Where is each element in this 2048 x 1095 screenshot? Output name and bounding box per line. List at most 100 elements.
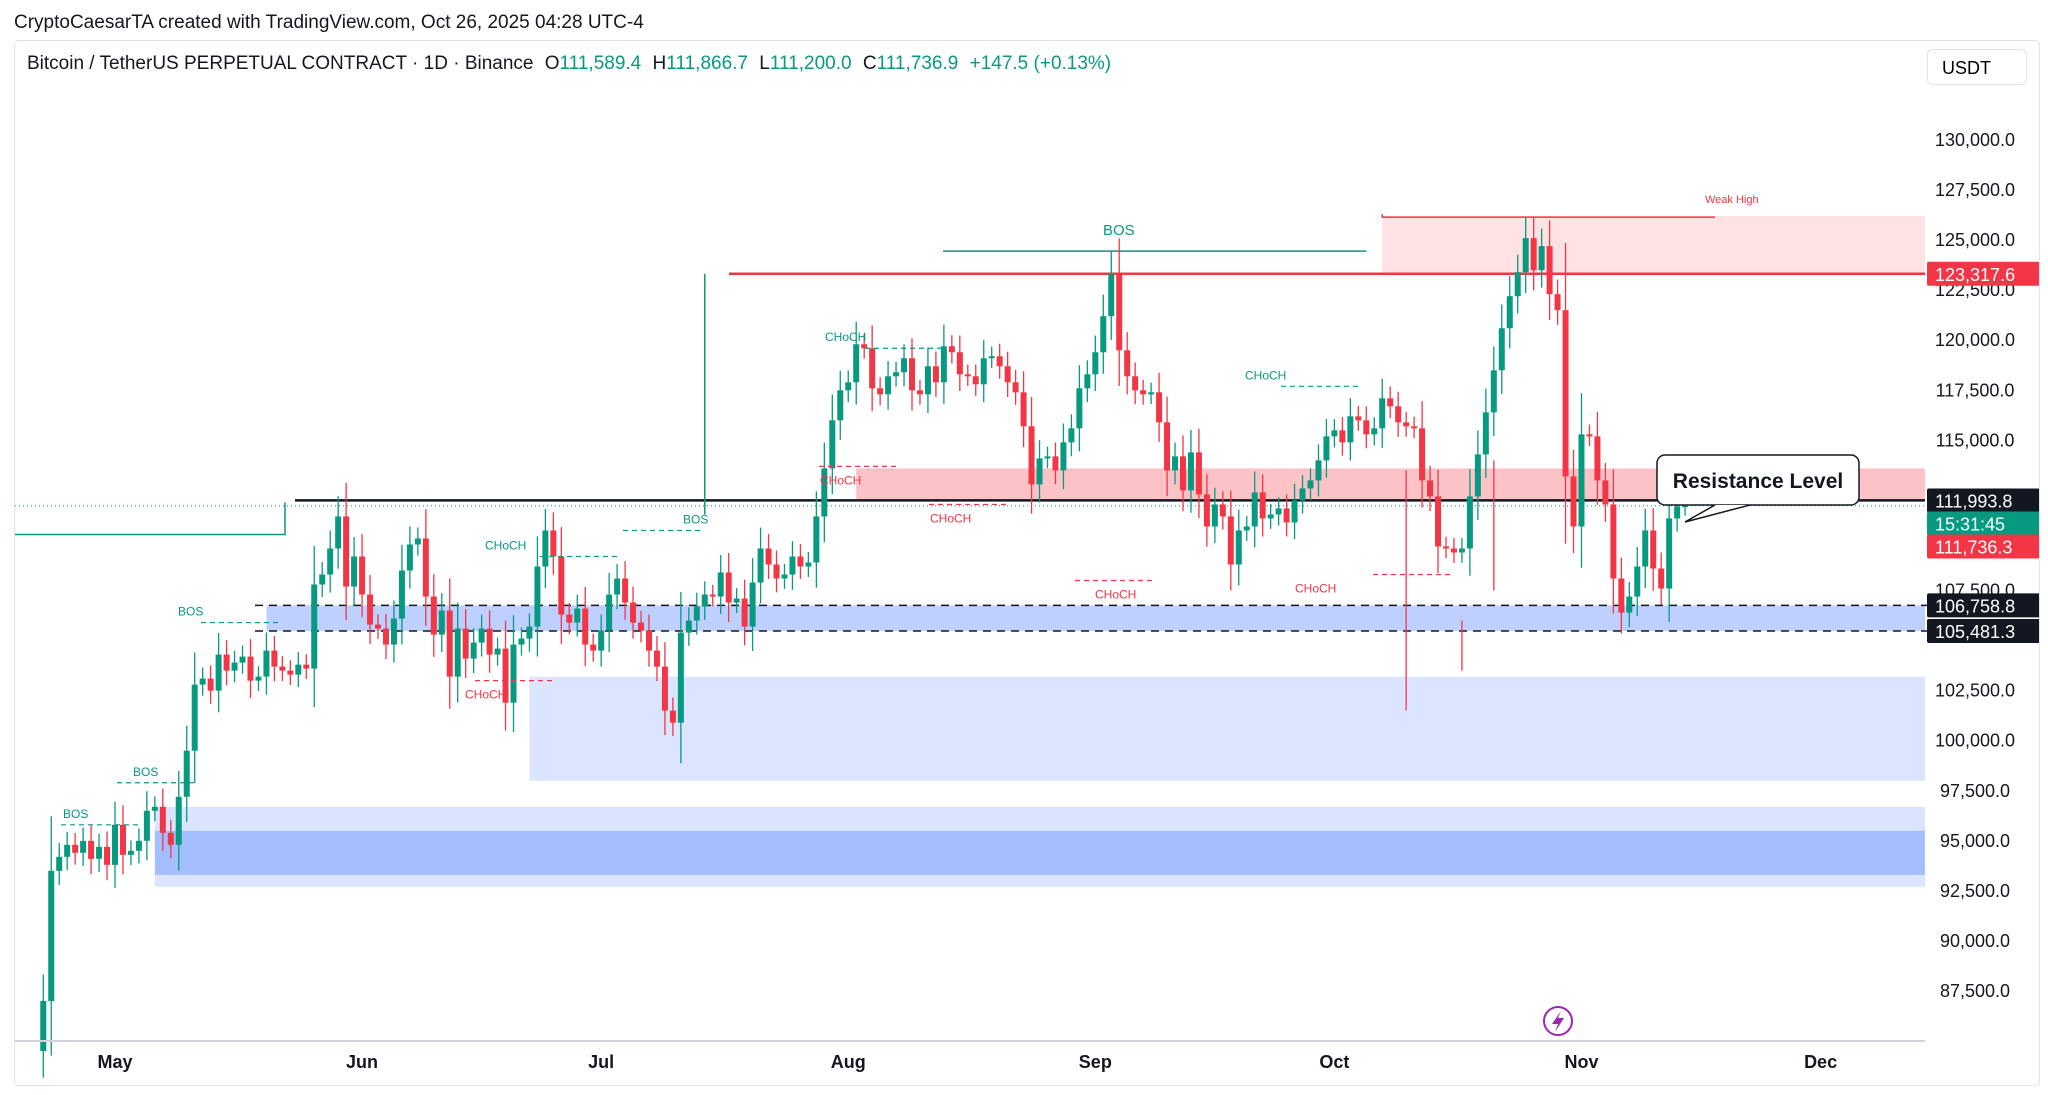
candle-body — [135, 840, 142, 851]
candles-group — [40, 217, 1689, 1078]
candle-body — [805, 562, 812, 567]
price-tag-bg — [1927, 534, 2039, 559]
candle-body — [1634, 566, 1641, 597]
candle-body — [534, 566, 541, 627]
candle-body — [1323, 436, 1330, 461]
weak-high-line — [1381, 214, 1715, 218]
y-tick-label: 102,500.0 — [1935, 681, 2015, 701]
lightning-icon-bolt — [1552, 1011, 1564, 1032]
chart-panel[interactable]: BOS BOS BOS BOS BOS CHoCH CHoCH CHoCH CHoCH CHoCH… — [14, 40, 2040, 1086]
high-value: 111,866.7 — [666, 53, 748, 74]
change-value: +147.5 (+0.13%) — [969, 53, 1112, 74]
candle-body — [1450, 548, 1457, 553]
zone-demand-light-3 — [529, 676, 1926, 781]
candle-body — [1674, 506, 1681, 519]
symbol-title[interactable]: Bitcoin / TetherUS PERPETUAL CONTRACT · … — [27, 53, 534, 74]
candle-body — [1004, 366, 1011, 383]
low-label: L — [759, 53, 770, 74]
zone-demand-light-4 — [154, 806, 1926, 887]
candle-body — [582, 608, 589, 645]
choch-label: CHoCH — [1095, 588, 1136, 602]
candle-body — [119, 824, 126, 855]
candle-body — [1036, 458, 1043, 485]
price-tag-label: 106,758.8 — [1935, 596, 2015, 616]
y-tick-label: 90,000.0 — [1940, 931, 2010, 951]
candle-body — [901, 358, 908, 373]
candle-body — [1211, 504, 1218, 527]
candle-body — [1458, 548, 1465, 553]
candle-body — [263, 650, 270, 677]
candle-body — [996, 356, 1003, 367]
candle-body — [1610, 504, 1617, 579]
candle-body — [853, 344, 860, 383]
candle-body — [1156, 392, 1163, 423]
symbol-legend: Bitcoin / TetherUS PERPETUAL CONTRACT · … — [27, 53, 1111, 75]
candle-body — [470, 642, 477, 659]
candle-body — [765, 548, 772, 565]
x-tick-label: Sep — [1079, 1052, 1112, 1072]
candle-body — [693, 606, 700, 621]
candle-body — [622, 578, 629, 603]
x-tick-label: Jun — [346, 1052, 378, 1072]
candle-body — [924, 366, 931, 395]
candle-body — [510, 644, 517, 703]
candle-body — [255, 676, 262, 681]
candle-body — [1187, 452, 1194, 491]
candle-body — [1299, 488, 1306, 501]
candle-body — [223, 654, 230, 671]
y-tick-label: 120,000.0 — [1935, 330, 2015, 350]
candle-body — [717, 572, 724, 597]
candle-body — [1682, 505, 1689, 508]
candle-body — [1626, 596, 1633, 613]
candle-body — [1538, 246, 1545, 271]
candle-body — [1371, 428, 1378, 435]
y-tick-label: 87,500.0 — [1940, 981, 2010, 1001]
candle-body — [96, 846, 103, 859]
y-tick-label: 97,500.0 — [1940, 781, 2010, 801]
candle-body — [367, 594, 374, 625]
candle-body — [438, 610, 445, 635]
candle-body — [231, 662, 238, 671]
candle-body — [494, 648, 501, 655]
candle-body — [606, 594, 613, 631]
candle-body — [669, 710, 676, 723]
candle-body — [797, 556, 804, 567]
price-chart[interactable]: BOS BOS BOS BOS BOS CHoCH CHoCH CHoCH CHoCH CHoCH… — [15, 41, 2040, 1086]
candle-body — [1658, 568, 1665, 589]
candle-body — [956, 352, 963, 375]
candle-body — [1419, 428, 1426, 481]
candle-body — [1602, 480, 1609, 505]
candle-body — [1363, 420, 1370, 435]
candle-body — [80, 840, 87, 853]
candle-body — [151, 806, 158, 811]
candle-body — [558, 556, 565, 615]
candle-body — [845, 382, 852, 391]
candle-body — [940, 346, 947, 383]
candle-body — [1044, 456, 1051, 459]
candle-body — [1339, 430, 1346, 443]
candle-body — [295, 664, 302, 675]
currency-selector[interactable]: USDT — [1927, 49, 2027, 85]
x-tick-label: May — [97, 1052, 132, 1072]
zone-demand-2 — [266, 605, 1926, 631]
candle-body — [239, 656, 246, 663]
candle-body — [909, 358, 915, 391]
choch-label: CHoCH — [930, 511, 971, 525]
candle-body — [1243, 526, 1250, 531]
candle-body — [988, 356, 995, 359]
price-tag-label: 123,317.6 — [1935, 265, 2015, 285]
zone-demand-5 — [154, 830, 1926, 875]
lightning-icon[interactable] — [1543, 1006, 1573, 1036]
candle-body — [1012, 382, 1019, 393]
candle-body — [1179, 456, 1186, 491]
y-tick-label: 92,500.0 — [1940, 881, 2010, 901]
candle-body — [351, 556, 358, 587]
candle-body — [319, 574, 326, 585]
bos-label: BOS — [63, 807, 88, 821]
x-tick-label: Nov — [1564, 1052, 1598, 1072]
candle-body — [88, 840, 95, 859]
candle-body — [972, 376, 979, 385]
candle-body — [789, 556, 796, 575]
candle-body — [1466, 496, 1473, 549]
candle-body — [781, 574, 788, 579]
